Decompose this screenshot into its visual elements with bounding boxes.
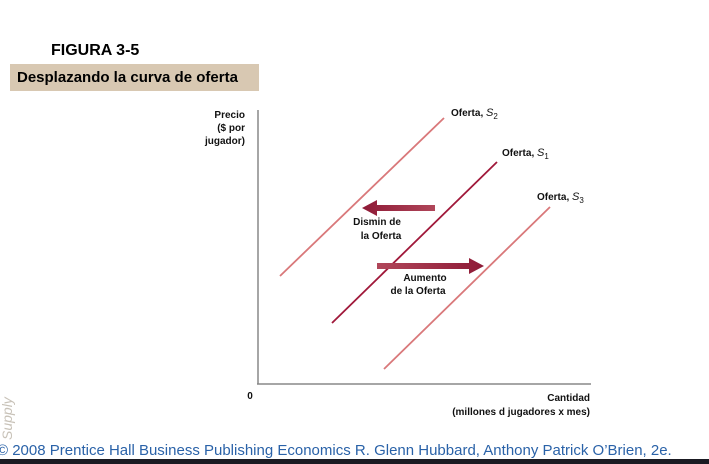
text-part: Oferta, — [502, 148, 534, 159]
text-part: S — [572, 191, 580, 203]
annotation: la Oferta — [361, 231, 402, 242]
annotation: Dismin de — [353, 217, 401, 228]
text-part: 3 — [579, 196, 584, 205]
text-part: S — [486, 107, 494, 119]
curve-label: Oferta, S1 — [502, 147, 549, 161]
shift-arrow-left — [362, 200, 435, 216]
supply-curve — [331, 161, 498, 324]
y-axis-label: ($ por — [217, 123, 245, 134]
text-part: Oferta, — [537, 192, 569, 203]
supply-curve — [279, 117, 445, 277]
supply-curve — [383, 206, 551, 370]
origin-label: 0 — [247, 391, 253, 402]
shift-arrow-right — [377, 258, 484, 274]
x-axis-label: (millones d jugadores x mes) — [452, 407, 590, 418]
annotation: de la Oferta — [390, 286, 445, 297]
x-axis-label: Cantidad — [547, 393, 590, 404]
footer-credit: © 2008 Prentice Hall Business Publishing… — [0, 442, 672, 459]
curve-label: Oferta, S2 — [451, 107, 498, 121]
text-part: 1 — [544, 152, 549, 161]
annotation: Aumento — [403, 273, 446, 284]
y-axis-label: Precio — [214, 110, 245, 121]
y-axis-label: jugador) — [204, 136, 245, 147]
figure-title: Desplazando la curva de oferta — [17, 69, 239, 86]
text-part: S — [537, 147, 545, 159]
figure-number: FIGURA 3-5 — [51, 42, 139, 59]
curve-label: Oferta, S3 — [537, 191, 584, 205]
text-part: 2 — [493, 112, 498, 121]
text-part: Oferta, — [451, 108, 483, 119]
bottom-bar — [0, 459, 709, 464]
side-label: Supply — [0, 396, 15, 440]
title-box — [10, 64, 259, 91]
